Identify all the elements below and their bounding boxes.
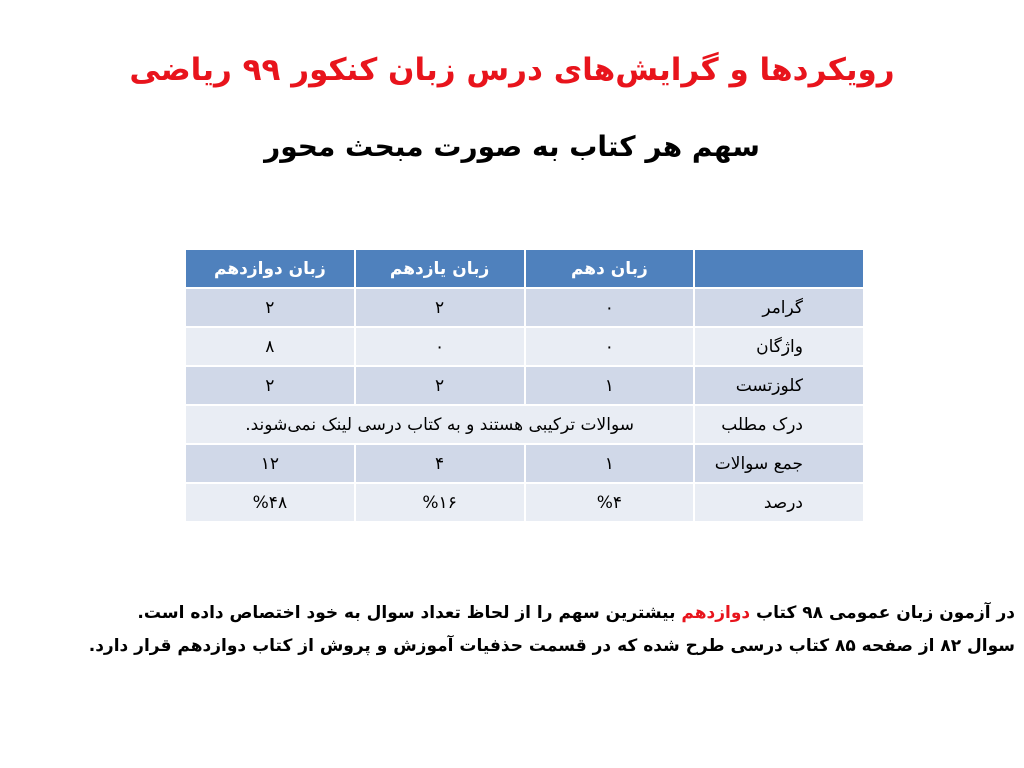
row-label: گرامر <box>693 287 865 328</box>
cell: ۱۲ <box>184 443 356 484</box>
table-row: درک مطلب سوالات ترکیبی هستند و به کتاب د… <box>183 404 865 445</box>
header-grade-11: زبان یازدهم <box>353 248 526 289</box>
cell: ۲ <box>353 365 526 406</box>
merged-cell: سوالات ترکیبی هستند و به کتاب درسی لینک … <box>183 404 696 445</box>
table-header-row: زبان دهم زبان یازدهم زبان دوازدهم <box>184 248 865 289</box>
header-grade-10: زبان دهم <box>523 248 696 289</box>
cell: ۱ <box>523 365 696 406</box>
note-text: در آزمون زبان عمومی ۹۸ کتاب <box>750 603 1015 623</box>
cell: ۱ <box>523 443 696 484</box>
note-text: بیشترین سهم را از لحاظ تعداد سوال به خود… <box>137 603 682 623</box>
cell: %۱۶ <box>353 482 526 523</box>
cell: ۲ <box>184 365 356 406</box>
note-line-1: در آزمون زبان عمومی ۹۸ کتاب دوازدهم بیشت… <box>40 603 1015 623</box>
cell: ۸ <box>184 326 356 367</box>
book-share-table: زبان دهم زبان یازدهم زبان دوازدهم گرامر … <box>183 248 865 523</box>
cell: ۲ <box>353 287 526 328</box>
note-line-2: سوال ۸۲ از صفحه ۸۵ کتاب درسی طرح شده که … <box>88 636 1015 656</box>
cell: ۰ <box>353 326 526 367</box>
table-row: درصد %۴ %۱۶ %۴۸ <box>184 482 865 523</box>
cell: %۴ <box>523 482 696 523</box>
slide-subtitle: سهم هر کتاب به صورت مبحث محور <box>264 130 760 163</box>
slide-title: رویکردها و گرایش‌های درس زبان کنکور ۹۹ ر… <box>129 52 895 88</box>
row-label: درصد <box>693 482 865 523</box>
table-row: واژگان ۰ ۰ ۸ <box>184 326 865 367</box>
row-label: جمع سوالات <box>693 443 865 484</box>
note-highlight: دوازدهم <box>681 603 751 623</box>
row-label: درک مطلب <box>693 404 865 445</box>
row-label: واژگان <box>693 326 865 367</box>
header-empty <box>693 248 865 289</box>
table-row: کلوزتست ۱ ۲ ۲ <box>184 365 865 406</box>
cell: ۰ <box>523 326 696 367</box>
table-row: جمع سوالات ۱ ۴ ۱۲ <box>184 443 865 484</box>
cell: %۴۸ <box>184 482 356 523</box>
cell: ۴ <box>353 443 526 484</box>
table-row: گرامر ۰ ۲ ۲ <box>184 287 865 328</box>
header-grade-12: زبان دوازدهم <box>184 248 356 289</box>
cell: ۲ <box>184 287 356 328</box>
row-label: کلوزتست <box>693 365 865 406</box>
cell: ۰ <box>523 287 696 328</box>
